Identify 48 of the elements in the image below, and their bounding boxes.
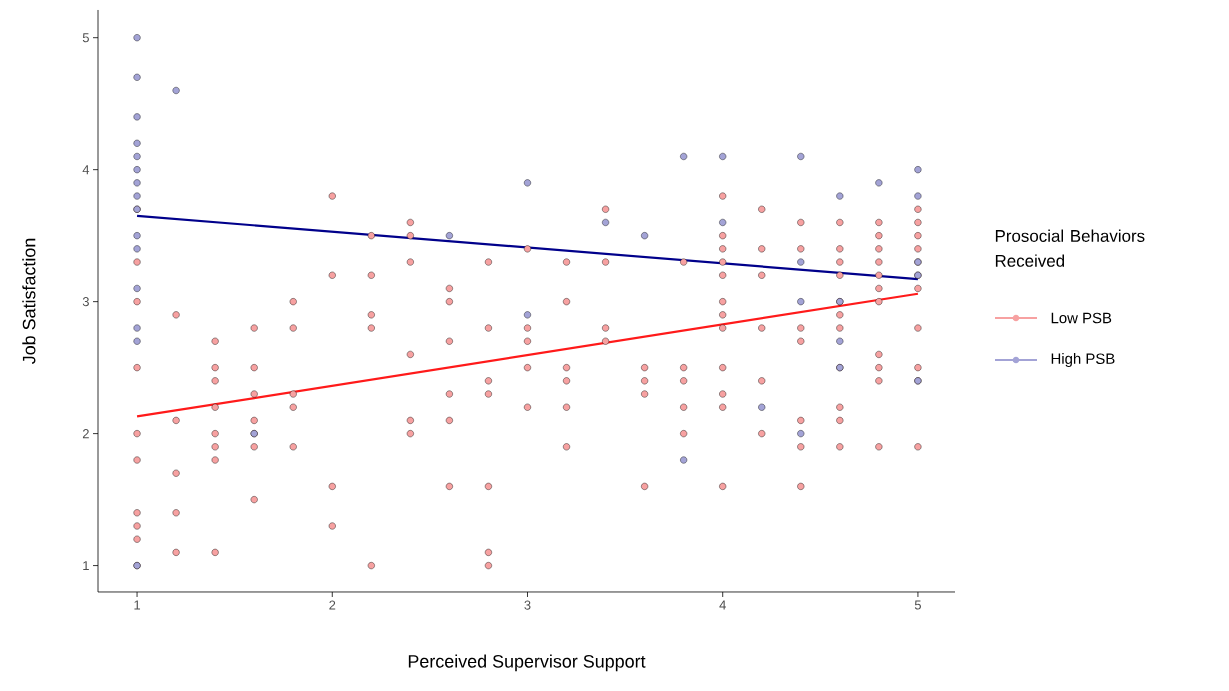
legend-title: Prosocial Behaviors Received	[995, 229, 1145, 267]
point	[133, 337, 141, 345]
x-tick-label: 4	[719, 600, 726, 610]
point	[836, 337, 844, 345]
y-tick-label: 1	[83, 561, 89, 571]
y-axis-title: Job Satisfaction	[22, 238, 36, 364]
point	[133, 166, 141, 174]
point	[133, 324, 141, 332]
point	[914, 192, 922, 200]
point	[523, 179, 531, 187]
y-tick-label: 5	[82, 33, 89, 43]
point	[641, 232, 649, 240]
legend-label: Low PSB	[1051, 312, 1112, 324]
y-tick-label: 4	[82, 165, 90, 175]
y-tick-label: 2	[82, 429, 89, 439]
y-tick-label: 3	[82, 297, 89, 307]
x-axis-title: Perceived Supervisor Support	[408, 654, 646, 672]
point	[680, 456, 688, 464]
point	[680, 152, 688, 160]
point	[133, 113, 141, 121]
point	[133, 139, 141, 147]
point	[914, 166, 922, 174]
point	[133, 245, 141, 253]
point	[797, 298, 805, 306]
point	[836, 192, 844, 200]
legend-label: High PSB	[1051, 353, 1115, 367]
point	[797, 258, 805, 266]
point	[133, 179, 141, 187]
point	[875, 179, 883, 187]
point	[133, 73, 141, 81]
x-tick-label: 3	[524, 600, 531, 610]
x-tick-label: 2	[329, 600, 336, 610]
point	[133, 34, 141, 42]
point	[445, 232, 453, 240]
point	[719, 218, 727, 226]
point	[133, 152, 141, 160]
x-tick-label: 1	[134, 600, 141, 610]
point	[602, 218, 610, 226]
point	[719, 152, 727, 160]
point	[172, 86, 180, 94]
point	[133, 284, 141, 292]
x-tick-label: 5	[914, 600, 921, 610]
point	[797, 430, 805, 438]
point	[523, 311, 531, 319]
point	[133, 232, 141, 240]
point	[758, 403, 766, 411]
point	[797, 152, 805, 160]
point	[133, 192, 141, 200]
